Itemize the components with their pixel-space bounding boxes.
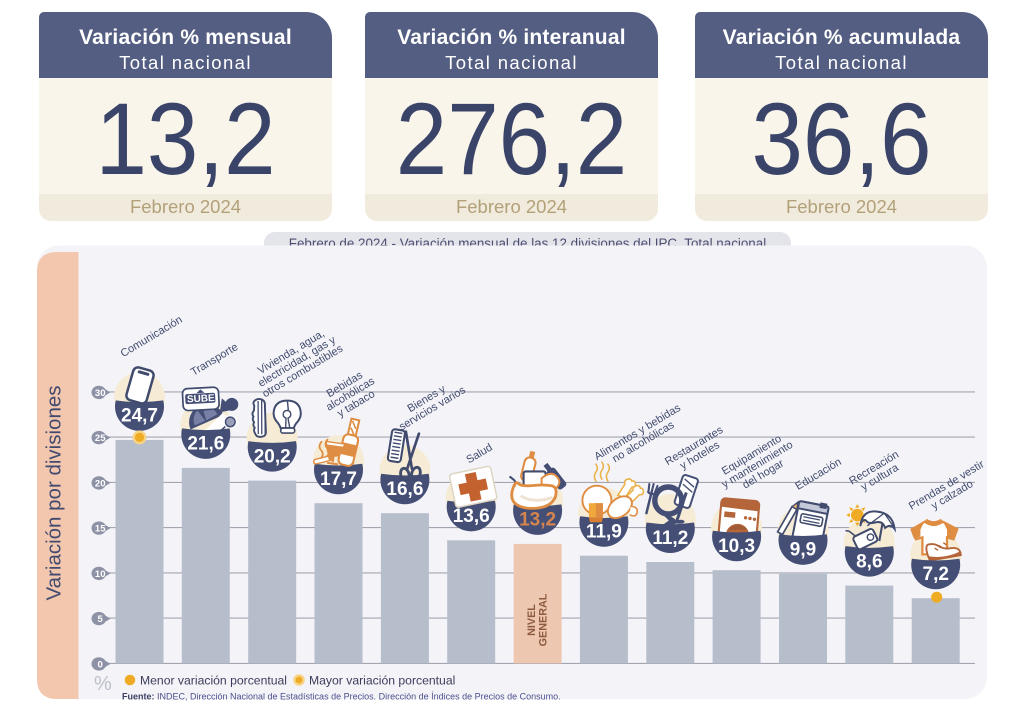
svg-text:11,2: 11,2: [652, 528, 688, 549]
svg-text:Variación por divisiones: Variación por divisiones: [43, 386, 66, 601]
svg-text:7,2: 7,2: [922, 564, 948, 585]
svg-text:15: 15: [95, 524, 106, 535]
svg-text:10: 10: [95, 569, 106, 580]
svg-text:17,7: 17,7: [320, 469, 357, 490]
svg-text:Fuente: INDEC, Dirección Nacio: Fuente: INDEC, Dirección Nacional de Est…: [122, 692, 561, 702]
svg-text:10,3: 10,3: [718, 536, 755, 557]
svg-text:30: 30: [95, 388, 106, 399]
svg-text:20,2: 20,2: [254, 446, 291, 467]
svg-text:Menor variación porcentual: Menor variación porcentual: [140, 674, 287, 688]
svg-text:SUBE: SUBE: [187, 393, 216, 405]
svg-text:8,6: 8,6: [856, 551, 882, 572]
svg-text:13,6: 13,6: [453, 506, 490, 527]
svg-text:16,6: 16,6: [386, 479, 423, 500]
svg-text:13,2: 13,2: [519, 510, 556, 531]
svg-text:9,9: 9,9: [790, 540, 816, 561]
svg-text:21,6: 21,6: [187, 434, 224, 455]
svg-text:20: 20: [95, 478, 106, 489]
svg-text:0: 0: [98, 659, 103, 670]
svg-text:24,7: 24,7: [121, 406, 158, 427]
svg-text:%: %: [94, 673, 112, 695]
svg-text:25: 25: [95, 433, 106, 444]
svg-text:NIVELGENERAL: NIVELGENERAL: [526, 593, 550, 646]
svg-text:5: 5: [98, 614, 104, 625]
svg-text:Mayor variación porcentual: Mayor variación porcentual: [309, 674, 455, 688]
svg-text:11,9: 11,9: [586, 522, 622, 543]
